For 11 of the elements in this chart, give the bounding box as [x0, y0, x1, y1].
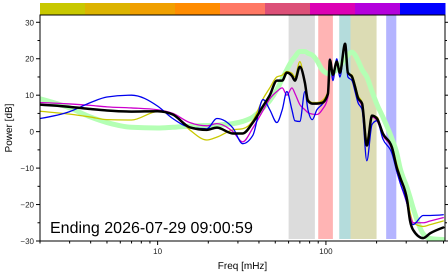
y-tick-label: −10 [20, 164, 35, 174]
annotation: Ending 2026-07-29 09:00:59 [50, 220, 253, 237]
y-tick-label: 10 [25, 91, 35, 100]
y-tick-label: 0 [30, 128, 35, 137]
y-tick-label: 30 [25, 18, 35, 28]
y-tick-label: 20 [25, 54, 35, 64]
y-axis-title: Power [dB] [4, 103, 15, 152]
y-tick-label: −20 [20, 200, 35, 210]
x-tick-label: 100 [319, 247, 334, 256]
y-tick-label: −30 [20, 237, 35, 246]
x-axis-title: Freq [mHz] [218, 261, 268, 272]
